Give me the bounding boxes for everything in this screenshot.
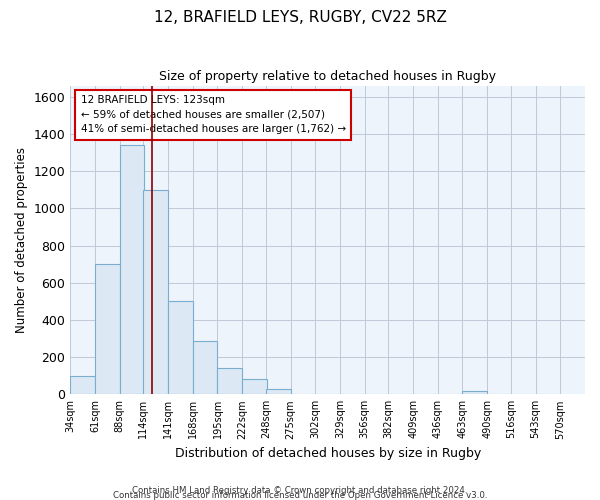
Bar <box>463 390 487 394</box>
Bar <box>143 190 168 394</box>
Text: 12, BRAFIELD LEYS, RUGBY, CV22 5RZ: 12, BRAFIELD LEYS, RUGBY, CV22 5RZ <box>154 10 446 25</box>
Bar <box>168 302 193 394</box>
Bar <box>119 145 145 394</box>
Bar <box>242 380 267 394</box>
Title: Size of property relative to detached houses in Rugby: Size of property relative to detached ho… <box>159 70 496 83</box>
Text: Contains public sector information licensed under the Open Government Licence v3: Contains public sector information licen… <box>113 491 487 500</box>
Bar <box>95 264 119 394</box>
X-axis label: Distribution of detached houses by size in Rugby: Distribution of detached houses by size … <box>175 447 481 460</box>
Bar <box>70 376 95 394</box>
Text: Contains HM Land Registry data © Crown copyright and database right 2024.: Contains HM Land Registry data © Crown c… <box>132 486 468 495</box>
Bar <box>266 388 290 394</box>
Bar <box>217 368 242 394</box>
Bar <box>193 342 217 394</box>
Y-axis label: Number of detached properties: Number of detached properties <box>15 147 28 333</box>
Text: 12 BRAFIELD LEYS: 123sqm
← 59% of detached houses are smaller (2,507)
41% of sem: 12 BRAFIELD LEYS: 123sqm ← 59% of detach… <box>80 95 346 134</box>
